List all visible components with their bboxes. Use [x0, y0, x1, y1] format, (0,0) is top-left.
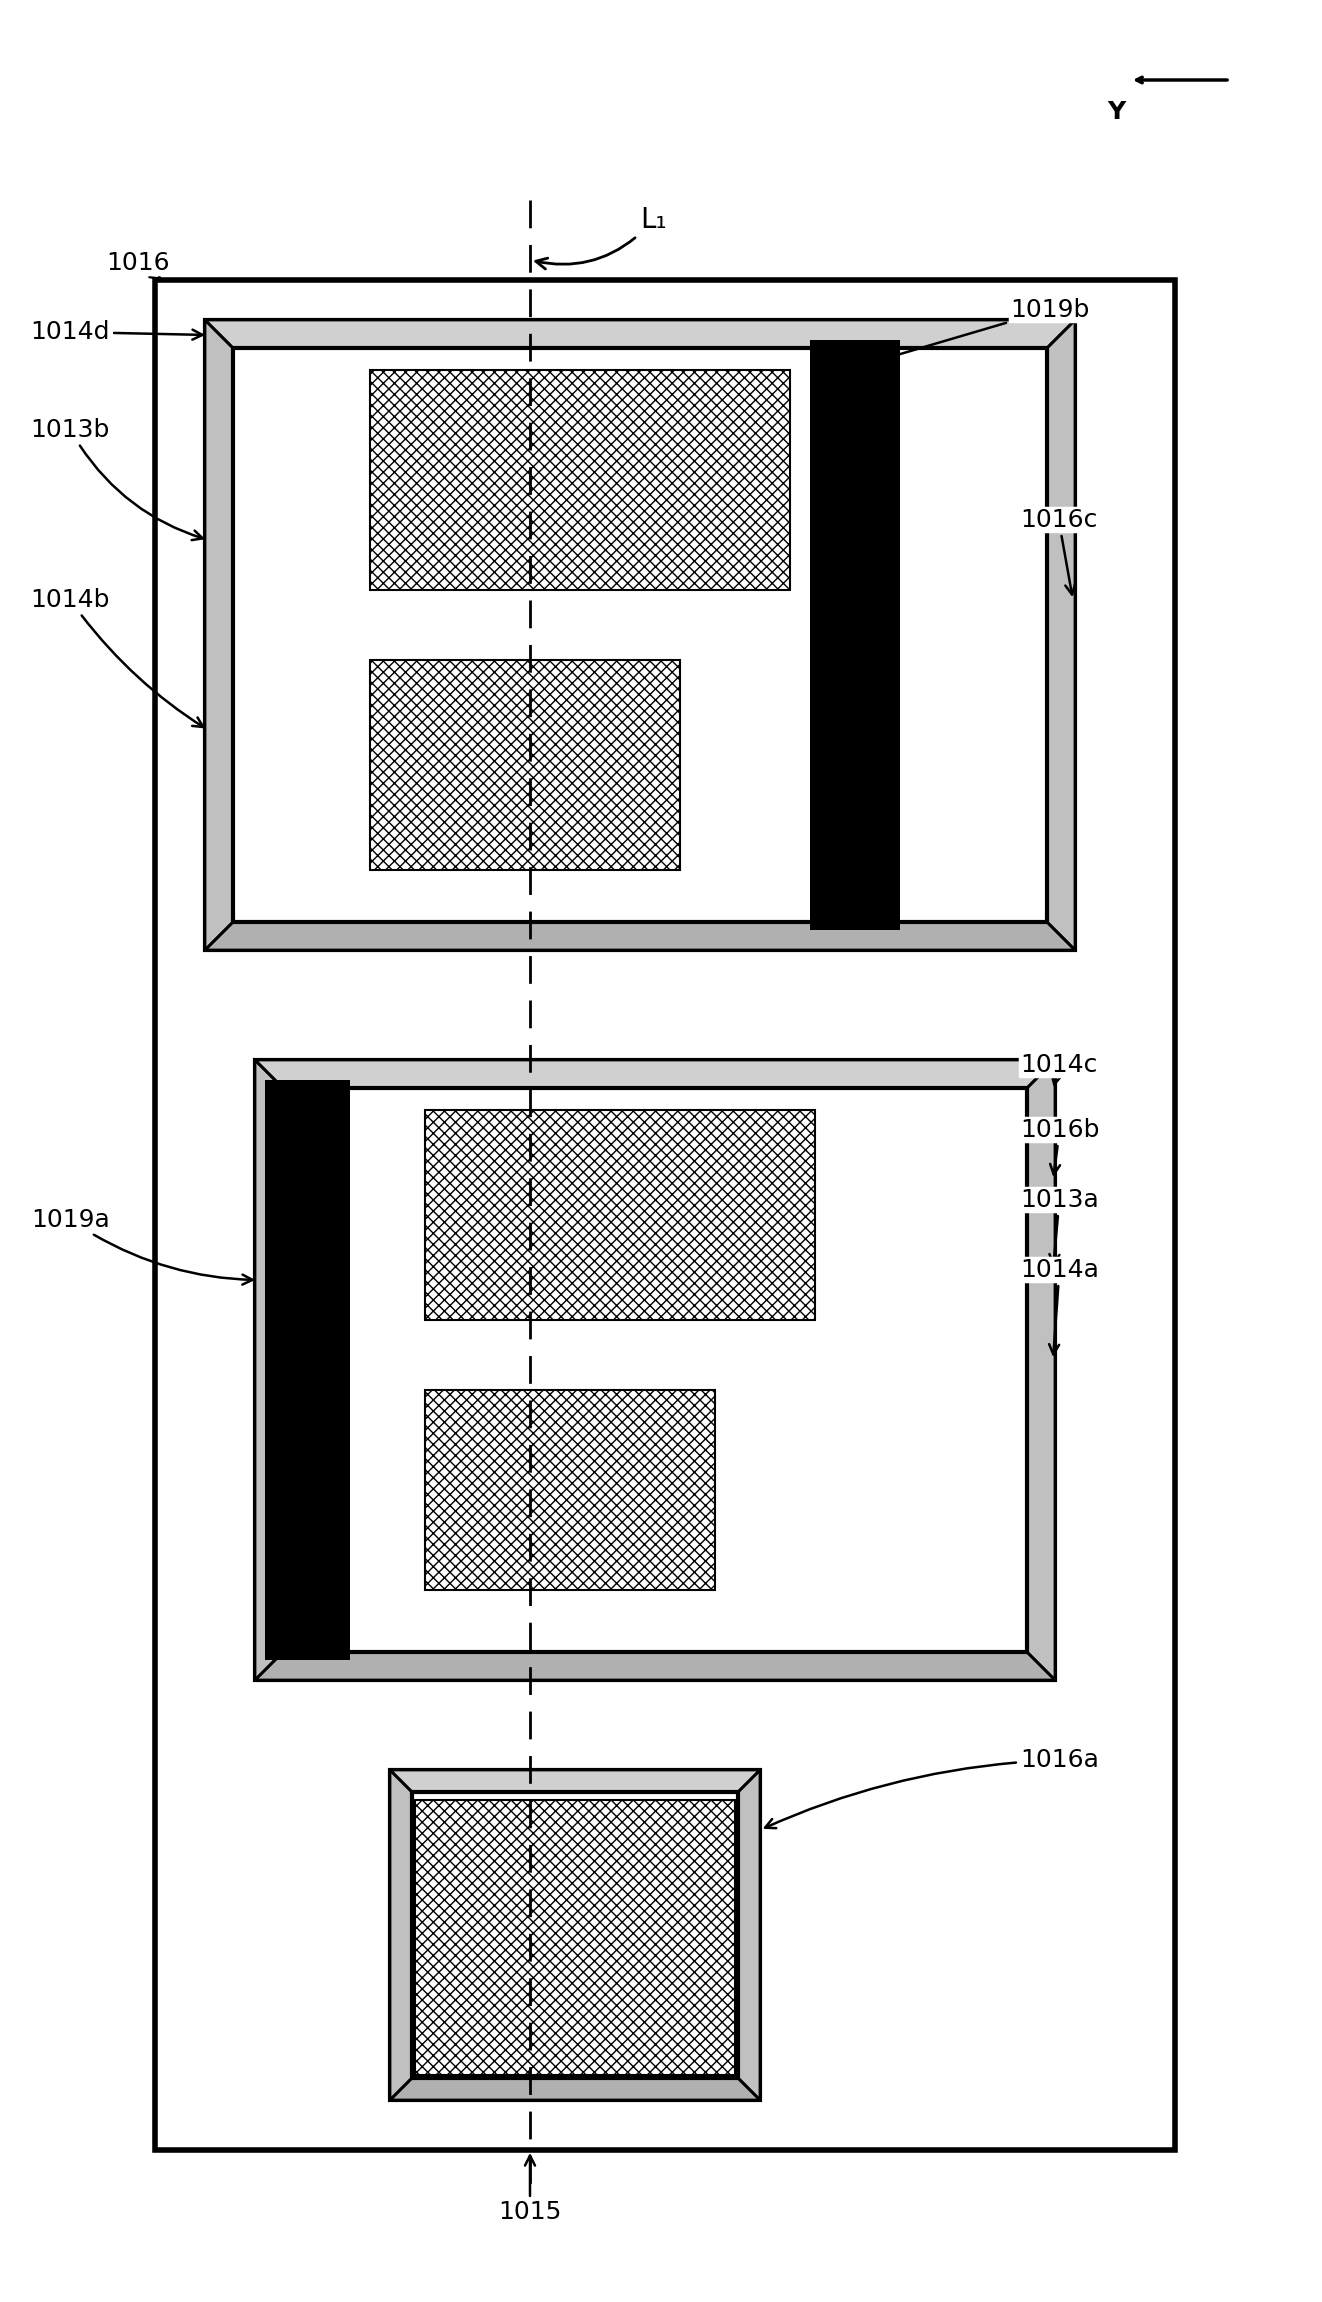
- Text: 1014b: 1014b: [30, 587, 204, 727]
- Bar: [370, 371, 791, 589]
- Text: 1014d: 1014d: [30, 320, 202, 343]
- Text: 1019b: 1019b: [886, 297, 1089, 361]
- Polygon shape: [255, 1653, 1055, 1680]
- Polygon shape: [390, 1770, 412, 2099]
- Text: 1014c: 1014c: [1021, 1052, 1097, 1084]
- Bar: [205, 320, 1075, 951]
- Bar: [424, 1110, 814, 1319]
- Polygon shape: [390, 2079, 760, 2099]
- Bar: [255, 1059, 1055, 1680]
- Text: L₁: L₁: [535, 205, 666, 269]
- Bar: [233, 348, 1047, 923]
- Text: 1014a: 1014a: [1021, 1257, 1099, 1354]
- Text: 1016: 1016: [106, 251, 171, 279]
- Polygon shape: [205, 320, 1075, 348]
- Bar: [415, 1800, 735, 2074]
- Bar: [810, 341, 900, 930]
- Text: 1016a: 1016a: [765, 1747, 1099, 1828]
- Text: 1016b: 1016b: [1021, 1119, 1100, 1174]
- Polygon shape: [205, 923, 1075, 951]
- Polygon shape: [390, 1770, 760, 1791]
- Text: 1015: 1015: [498, 2155, 562, 2224]
- Bar: [264, 1080, 350, 1660]
- Text: 1019a: 1019a: [32, 1209, 253, 1285]
- Polygon shape: [255, 1059, 1055, 1089]
- Bar: [390, 1770, 760, 2099]
- Polygon shape: [1027, 1059, 1055, 1680]
- Text: 1013a: 1013a: [1021, 1188, 1099, 1264]
- Polygon shape: [738, 1770, 760, 2099]
- Polygon shape: [1047, 320, 1075, 951]
- Polygon shape: [255, 1059, 283, 1680]
- Bar: [424, 1390, 715, 1591]
- Bar: [412, 1791, 738, 2079]
- Bar: [370, 661, 680, 870]
- Bar: [155, 281, 1175, 2150]
- Text: 1013b: 1013b: [30, 419, 202, 541]
- Text: 1016c: 1016c: [1021, 509, 1097, 594]
- Polygon shape: [205, 320, 233, 951]
- Text: Y: Y: [1107, 99, 1125, 124]
- Bar: [283, 1089, 1027, 1653]
